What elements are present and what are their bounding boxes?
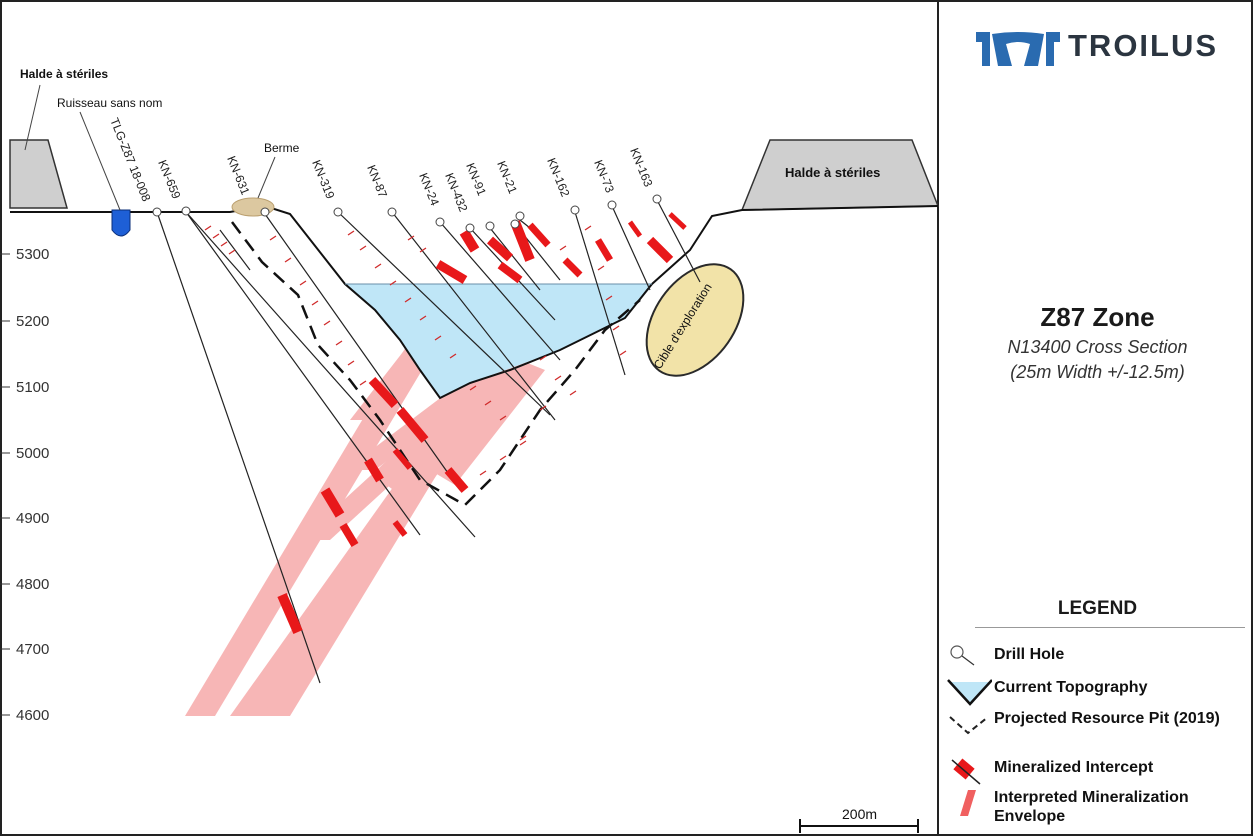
hole-label-kn163: KN-163: [627, 146, 655, 189]
scale-bar-label: 200m: [842, 806, 877, 822]
topography-icon: [947, 679, 992, 706]
legend-divider: [975, 627, 1245, 628]
hole-label-kn91: KN-91: [463, 161, 489, 198]
hole-label-kn21: KN-21: [494, 159, 520, 196]
elev-label: 5100: [16, 379, 49, 396]
waste-dump-right-label: Halde à stériles: [785, 165, 880, 180]
zone-title: Z87 Zone: [1040, 302, 1155, 332]
waste-dump-left-label: Halde à stériles: [20, 67, 108, 81]
mineralized-intercepts: [277, 212, 687, 634]
stream-label: Ruisseau sans nom: [57, 96, 162, 110]
legend-item-resource-pit: Projected Resource Pit (2019): [946, 707, 1251, 751]
pit-water: [345, 284, 652, 398]
berm-leader: [257, 156, 276, 199]
elevation-axis: 5300 5200 5100 5000 4900 4800 4700 4600: [0, 246, 49, 724]
stream-leader: [79, 111, 121, 211]
legend-label: Interpreted Mineralization Envelope: [994, 789, 1189, 825]
drill-hole-traces: [156, 199, 701, 684]
elev-label: 4700: [16, 641, 49, 658]
legend-item-topography: Current Topography: [946, 676, 1251, 710]
legend-label: Current Topography: [994, 679, 1148, 696]
hole-label-tlg: TLG-Z87 18-008: [107, 116, 153, 204]
resource-pit-icon: [949, 716, 989, 735]
intercept-icon: [951, 758, 981, 785]
elev-label: 4600: [16, 707, 49, 724]
hole-label-kn162: KN-162: [544, 156, 572, 199]
berm-label: Berme: [264, 141, 300, 155]
zone-subtitle-width: (25m Width +/-12.5m): [1010, 362, 1185, 382]
scale-bar: [799, 819, 919, 833]
legend-label: Drill Hole: [994, 646, 1065, 663]
elev-label: 4800: [16, 576, 49, 593]
waste-dump-left-leader: [24, 84, 41, 151]
legend-label: Mineralized Intercept: [994, 759, 1154, 776]
hole-label-kn87: KN-87: [364, 163, 390, 200]
legend-title: LEGEND: [1057, 598, 1138, 619]
legend-item-intercept: Mineralized Intercept: [946, 756, 1251, 790]
hole-label-kn24: KN-24: [416, 171, 442, 208]
elev-label: 5000: [16, 445, 49, 462]
drill-collars: [152, 194, 662, 233]
hole-label-kn432: KN-432: [442, 171, 470, 214]
assay-ticks: [204, 225, 627, 476]
drill-hole-icon: [950, 645, 975, 666]
troilus-logo-icon: [976, 32, 1060, 66]
waste-dump-left: [9, 139, 68, 209]
stream-icon: [111, 209, 131, 237]
zone-subtitle-section: N13400 Cross Section: [1007, 337, 1188, 357]
elev-label: 4900: [16, 510, 49, 527]
legend-item-drill-hole: Drill Hole: [946, 643, 1251, 677]
projected-resource-pit: [231, 221, 641, 507]
legend-label: Projected Resource Pit (2019): [994, 710, 1220, 727]
exploration-target: [645, 263, 745, 377]
elev-label: 5300: [16, 246, 49, 263]
hole-label-kn659: KN-659: [155, 158, 183, 201]
brand-name: TROILUS: [1068, 28, 1219, 63]
elev-label: 5200: [16, 313, 49, 330]
hole-label-kn631: KN-631: [224, 154, 252, 197]
hole-label-kn319: KN-319: [309, 158, 337, 201]
legend-item-envelope: Interpreted Mineralization Envelope: [946, 786, 1251, 830]
envelope-icon: [960, 790, 976, 816]
hole-label-kn73: KN-73: [591, 158, 617, 195]
